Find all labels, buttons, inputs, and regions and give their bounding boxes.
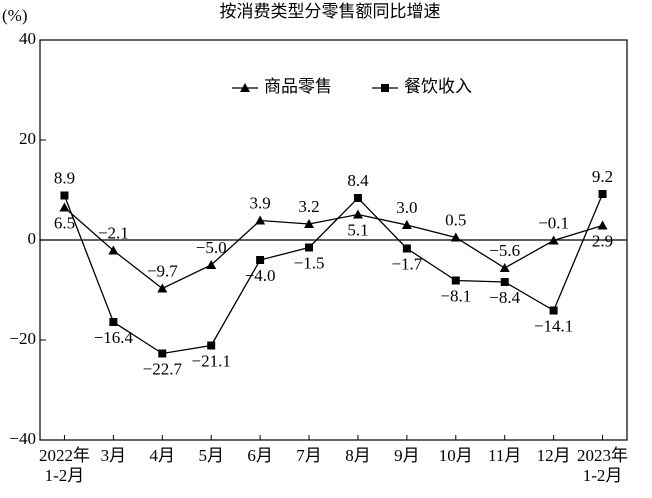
marker [352, 209, 363, 219]
marker [108, 245, 119, 255]
series-line [64, 207, 603, 290]
marker [381, 84, 389, 92]
series-line [63, 193, 604, 355]
x-tick-label: 12月 [536, 446, 571, 465]
data-label: 2.9 [592, 231, 613, 250]
data-label: 8.4 [347, 171, 369, 190]
data-label: −8.1 [440, 286, 471, 305]
data-label: −5.6 [489, 241, 520, 260]
data-label: −4.0 [245, 266, 276, 285]
legend-label: 餐饮收入 [404, 77, 472, 96]
data-label: −9.7 [147, 261, 178, 280]
y-tick-label: 20 [19, 129, 36, 148]
x-tick-label: 9月 [394, 446, 420, 465]
x-tick-label: 8月 [345, 446, 371, 465]
data-label: −1.5 [294, 253, 325, 272]
data-label: 3.9 [250, 193, 271, 212]
marker [548, 235, 559, 245]
data-label: 8.9 [54, 168, 75, 187]
marker [240, 83, 250, 92]
data-label: −5.0 [196, 238, 227, 257]
data-label: −14.1 [534, 316, 573, 335]
y-tick-label: −40 [9, 429, 36, 448]
data-label: 9.2 [592, 167, 613, 186]
marker [157, 283, 168, 293]
data-label: −0.1 [538, 213, 569, 232]
marker [353, 194, 362, 202]
marker [59, 202, 70, 212]
marker [401, 220, 412, 229]
marker [206, 260, 217, 269]
data-label: −16.4 [94, 328, 134, 347]
marker [158, 349, 167, 358]
y-tick-label: 40 [19, 29, 36, 48]
marker [598, 190, 607, 198]
marker [499, 263, 510, 272]
marker [60, 191, 69, 200]
data-label: 6.5 [54, 213, 75, 232]
data-label: −21.1 [192, 351, 231, 370]
x-tick-label: 2023年 1-2月 [577, 446, 629, 485]
data-label: 3.2 [298, 197, 319, 216]
marker [305, 243, 314, 252]
marker [549, 306, 558, 315]
marker [109, 318, 118, 326]
chart-title: 按消费类型分零售额同比增速 [220, 2, 441, 21]
marker [256, 256, 265, 264]
marker [597, 220, 608, 230]
data-label: 0.5 [445, 210, 466, 229]
x-tick-label: 3月 [100, 446, 127, 465]
data-label: −1.7 [391, 254, 422, 273]
x-tick-label: 6月 [247, 446, 273, 465]
data-label: −8.4 [489, 288, 520, 307]
y-unit: (%) [2, 6, 27, 25]
data-label: −2.1 [98, 223, 129, 242]
marker [450, 232, 461, 242]
x-tick-label: 10月 [438, 446, 473, 465]
x-tick-label: 4月 [149, 446, 176, 465]
marker [304, 219, 315, 228]
data-label: −22.7 [143, 359, 183, 378]
y-tick-label: 0 [28, 229, 37, 248]
marker [255, 215, 266, 225]
x-tick-label: 5月 [198, 446, 224, 465]
data-label: 3.0 [396, 198, 417, 217]
data-label: 5.1 [347, 220, 368, 239]
x-tick-label: 7月 [296, 446, 322, 465]
x-tick-label: 11月 [488, 446, 522, 465]
marker [500, 278, 509, 286]
y-tick-label: −20 [9, 329, 36, 348]
marker [402, 244, 411, 253]
marker [207, 341, 216, 350]
x-tick-label: 2022年 1-2月 [38, 446, 90, 485]
marker [451, 276, 460, 285]
legend-label: 商品零售 [264, 77, 332, 96]
